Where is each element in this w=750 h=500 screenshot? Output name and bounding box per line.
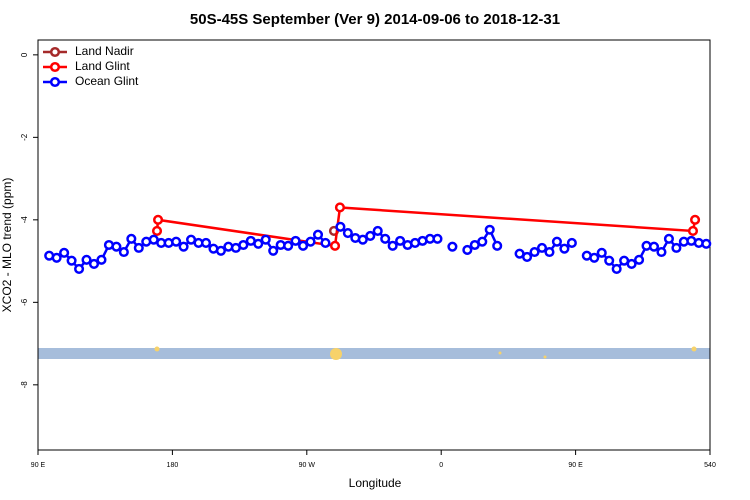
- legend-marker: [49, 76, 61, 88]
- data-point: [320, 237, 331, 248]
- marker-dot: [330, 348, 342, 360]
- data-point: [432, 233, 443, 244]
- x-tick-label: 90 E: [568, 462, 583, 469]
- data-point: [372, 225, 383, 237]
- legend-label: Ocean Glint: [75, 74, 139, 88]
- data-point: [151, 225, 163, 237]
- x-tick-label: 0: [439, 462, 443, 469]
- data-point: [687, 225, 699, 237]
- data-point: [74, 263, 85, 274]
- data-point: [634, 254, 645, 265]
- x-tick-label: 180: [167, 462, 179, 469]
- data-point: [566, 237, 577, 248]
- x-tick-label: 540: [704, 462, 716, 469]
- data-point: [290, 235, 301, 246]
- marker-dot: [691, 346, 697, 352]
- data-point: [153, 214, 164, 225]
- x-tick-label: 90 E: [31, 462, 46, 469]
- data-point: [544, 246, 555, 258]
- data-point: [312, 229, 324, 240]
- data-point: [380, 233, 391, 244]
- data-point: [690, 214, 701, 225]
- data-point: [298, 240, 309, 251]
- data-point: [477, 236, 488, 247]
- x-tick-label: 90 W: [299, 462, 316, 469]
- data-point: [529, 246, 540, 258]
- data-point: [118, 246, 129, 258]
- legend-label: Land Nadir: [75, 44, 134, 58]
- data-point: [253, 238, 264, 249]
- data-point: [88, 258, 100, 270]
- data-point: [648, 241, 660, 252]
- data-point: [462, 244, 473, 255]
- data-point: [492, 240, 503, 251]
- data-point: [171, 236, 182, 247]
- data-point: [387, 240, 398, 251]
- data-point: [656, 246, 667, 258]
- legend-label: Land Glint: [75, 59, 130, 73]
- data-point: [626, 258, 637, 270]
- data-point: [559, 243, 570, 254]
- marker-dot: [543, 355, 547, 359]
- data-point: [589, 252, 600, 263]
- data-point: [342, 227, 353, 239]
- data-point: [238, 239, 249, 251]
- legend-marker: [49, 46, 61, 58]
- data-point: [59, 247, 70, 258]
- x-axis-label: Longitude: [349, 476, 402, 490]
- data-point: [283, 240, 294, 251]
- data-point: [604, 255, 615, 266]
- data-point: [51, 252, 62, 263]
- data-point: [536, 242, 548, 253]
- y-tick-label: -4: [20, 216, 29, 224]
- data-point: [522, 251, 533, 263]
- data-point: [334, 202, 346, 213]
- y-tick-label: -6: [20, 298, 29, 306]
- data-point: [611, 263, 622, 274]
- data-point: [357, 234, 368, 245]
- data-point: [111, 241, 122, 252]
- data-point: [66, 255, 77, 266]
- data-point: [81, 254, 92, 265]
- data-point: [671, 242, 682, 253]
- data-point: [484, 224, 495, 235]
- data-point: [551, 236, 562, 247]
- data-point: [365, 230, 376, 241]
- marker-dot: [498, 351, 502, 355]
- y-tick-label: -8: [20, 381, 29, 389]
- data-point: [200, 237, 212, 248]
- surface-band: [38, 348, 710, 359]
- data-point: [447, 241, 458, 252]
- legend-marker: [49, 61, 61, 73]
- data-point: [133, 242, 144, 253]
- y-axis-label: XCO2 - MLO trend (ppm): [0, 178, 14, 313]
- data-point: [215, 245, 226, 256]
- data-point: [395, 235, 406, 246]
- data-point: [268, 245, 279, 256]
- data-point: [96, 254, 107, 265]
- data-point: [701, 238, 712, 249]
- data-point: [305, 236, 316, 247]
- data-point: [260, 234, 271, 245]
- data-point: [663, 233, 674, 244]
- data-point: [329, 240, 341, 251]
- y-tick-label: 0: [20, 52, 29, 57]
- y-tick-label: -2: [20, 133, 29, 141]
- data-point: [335, 221, 346, 232]
- data-point: [178, 241, 189, 252]
- marker-dot: [154, 346, 160, 352]
- data-point: [126, 233, 137, 244]
- chart-title: 50S-45S September (Ver 9) 2014-09-06 to …: [190, 11, 560, 28]
- data-point: [596, 247, 607, 258]
